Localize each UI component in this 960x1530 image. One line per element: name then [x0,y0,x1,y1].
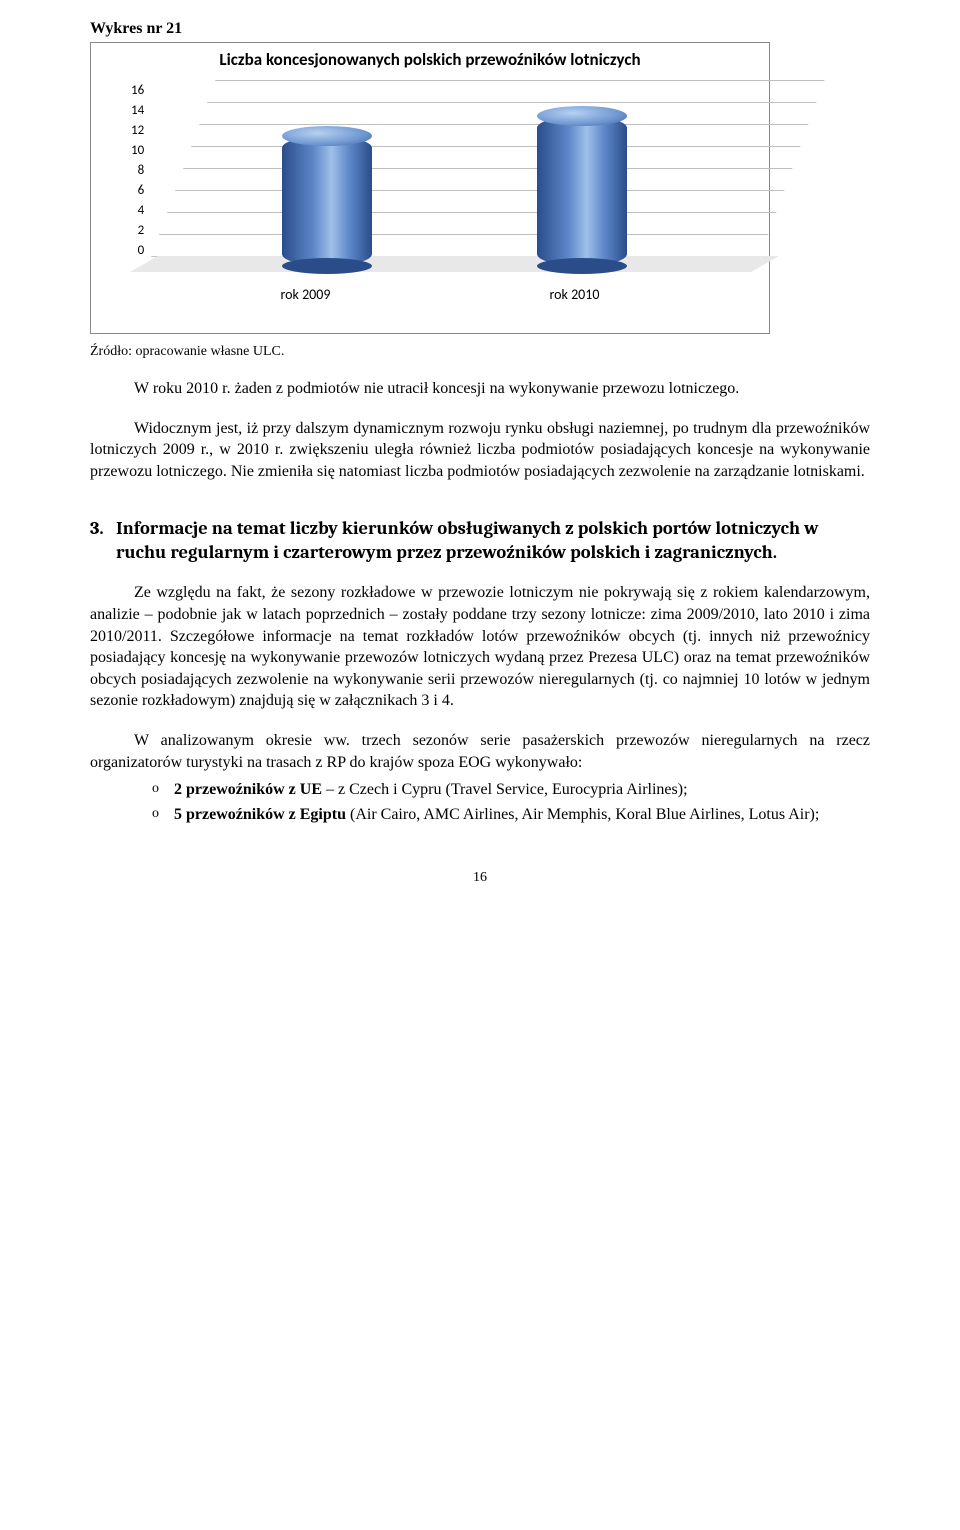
chart-area: 16 14 12 10 8 6 4 2 0 [101,80,759,280]
paragraph-4: W analizowanym okresie ww. trzech sezonó… [90,730,870,773]
bar-body [282,136,372,266]
y-tick: 16 [131,84,144,97]
bullet-list: o2 przewoźników z UE – z Czech i Cypru (… [90,779,870,826]
y-tick: 2 [138,224,145,237]
y-axis: 16 14 12 10 8 6 4 2 0 [131,80,150,280]
paragraph-2: Widocznym jest, iż przy dalszym dynamicz… [90,418,870,483]
list-item-text: 5 przewoźników z Egiptu (Air Cairo, AMC … [174,804,870,826]
bar-body [537,116,627,266]
list-item-text: 2 przewoźników z UE – z Czech i Cypru (T… [174,779,870,801]
bullet-icon: o [152,779,174,801]
section-number: 3. [90,516,116,564]
list-item: o5 przewoźników z Egiptu (Air Cairo, AMC… [152,804,870,826]
figure-label: Wykres nr 21 [90,20,870,38]
section-heading: 3. Informacje na temat liczby kierunków … [90,516,870,564]
y-tick: 8 [138,164,145,177]
bar-bottom [537,258,627,274]
x-label: rok 2009 [281,286,331,303]
bar-bottom [282,258,372,274]
bar-2010 [537,116,627,266]
y-tick: 12 [131,124,144,137]
bar-top [537,106,627,126]
y-tick: 14 [131,104,144,117]
y-tick: 10 [131,144,144,157]
chart-plot [150,80,759,280]
chart-container: Liczba koncesjonowanych polskich przewoź… [90,42,770,334]
chart-title: Liczba koncesjonowanych polskich przewoź… [101,49,759,70]
bullet-icon: o [152,804,174,826]
bar-top [282,126,372,146]
page-number: 16 [90,870,870,886]
y-tick: 4 [138,204,145,217]
x-label: rok 2010 [550,286,600,303]
section-title: Informacje na temat liczby kierunków obs… [116,516,870,564]
source-text: Źródło: opracowanie własne ULC. [90,344,870,360]
y-tick: 6 [138,184,145,197]
chart-floor [130,256,779,272]
paragraph-3: Ze względu na fakt, że sezony rozkładowe… [90,582,870,712]
paragraph-1: W roku 2010 r. żaden z podmiotów nie utr… [90,378,870,400]
bar-2009 [282,136,372,266]
list-item: o2 przewoźników z UE – z Czech i Cypru (… [152,779,870,801]
x-axis-labels: rok 2009 rok 2010 [101,280,759,303]
y-tick: 0 [138,244,145,257]
